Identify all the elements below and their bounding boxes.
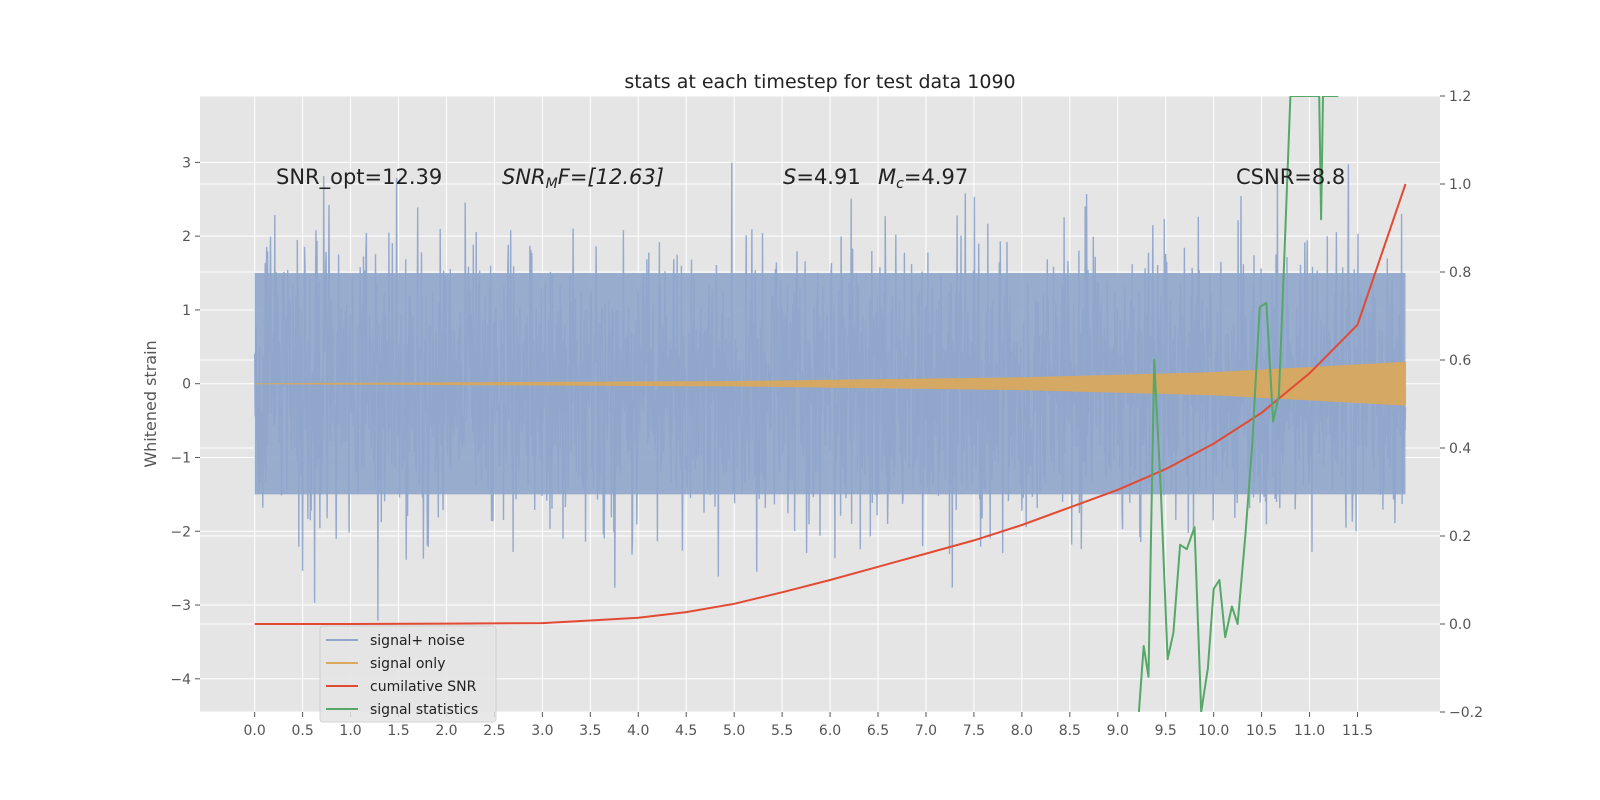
x-tick-label: 9.5 [1155, 723, 1177, 739]
y-tick-label: 3 [182, 155, 191, 171]
series-cumulative-snr [254, 183, 1407, 625]
y-axis-left: −4 −3 −2 −1 0 1 2 3 [170, 155, 200, 688]
annotation-snr-mf: SNRMF=[12.63] [502, 165, 664, 192]
x-tick-label: 1.5 [387, 723, 409, 739]
x-tick-label: 7.0 [915, 723, 937, 739]
y-tick-label: −4 [170, 672, 191, 688]
y-tick-label: −1 [170, 450, 191, 466]
y2-tick-label: 0.4 [1449, 441, 1471, 457]
x-tick-label: 0.0 [244, 723, 266, 739]
annotations: SNR_opt=12.39 SNRMF=[12.63] S=4.91 Mc=4.… [276, 165, 1345, 192]
annotation-snr-mf-name: SNR [502, 165, 546, 189]
y-tick-label: −3 [170, 598, 191, 614]
x-tick-label: 7.5 [963, 723, 985, 739]
y2-tick-label: 1.2 [1449, 89, 1471, 105]
x-tick-label: 11.5 [1342, 723, 1373, 739]
plot-area [254, 96, 1407, 712]
x-tick-label: 4.5 [675, 723, 697, 739]
x-tick-label: 8.0 [1011, 723, 1033, 739]
x-tick-label: 9.0 [1107, 723, 1129, 739]
annotation-csnr: CSNR=8.8 [1236, 165, 1345, 189]
annotation-mc: Mc=4.97 [878, 165, 968, 192]
x-tick-label: 3.5 [579, 723, 601, 739]
annotation-snr-mf-sub: M [546, 176, 558, 192]
y-tick-label: 1 [182, 303, 191, 319]
y-axis-label: Whitened strain [141, 340, 160, 467]
annotation-s: S=4.91 [783, 165, 861, 189]
y-tick-label: −2 [170, 524, 191, 540]
x-tick-label: 2.5 [483, 723, 505, 739]
x-tick-label: 2.0 [435, 723, 457, 739]
series-signal-only [254, 361, 1406, 406]
annotation-snr-opt: SNR_opt=12.39 [276, 165, 442, 190]
x-tick-label: 6.0 [819, 723, 841, 739]
x-tick-label: 11.0 [1294, 723, 1325, 739]
x-tick-label: 4.0 [627, 723, 649, 739]
y2-tick-label: 0.6 [1449, 353, 1471, 369]
legend-label-cumulative-snr: cumilative SNR [370, 679, 477, 695]
x-tick-label: 8.5 [1059, 723, 1081, 739]
x-tick-label: 5.5 [771, 723, 793, 739]
annotation-mc-name: M [878, 165, 896, 189]
annotation-mc-sub: c [896, 176, 904, 192]
y-tick-label: 2 [182, 229, 191, 245]
x-tick-label: 0.5 [291, 723, 313, 739]
legend-box [319, 625, 497, 723]
y2-tick-label: −0.2 [1449, 705, 1483, 721]
x-tick-label: 3.0 [531, 723, 553, 739]
y2-tick-label: 0.0 [1449, 617, 1471, 633]
y2-tick-label: 1.0 [1449, 177, 1471, 193]
annotation-mc-value: =4.97 [904, 165, 968, 189]
x-tick-label: 10.0 [1198, 723, 1229, 739]
annotation-snr-mf-rest: F=[12.63] [558, 165, 664, 189]
legend: signal+ noise signal only cumilative SNR… [319, 625, 497, 723]
annotation-s-value: =4.91 [796, 165, 860, 189]
x-tick-label: 1.0 [339, 723, 361, 739]
x-tick-label: 6.5 [867, 723, 889, 739]
chart-title: stats at each timestep for test data 109… [624, 71, 1015, 93]
y2-tick-label: 0.8 [1449, 265, 1471, 281]
y-tick-label: 0 [182, 377, 191, 393]
plot-series [254, 96, 1407, 712]
legend-label-signal-only: signal only [370, 656, 445, 672]
x-tick-label: 5.0 [723, 723, 745, 739]
x-tick-label: 10.5 [1246, 723, 1277, 739]
annotation-s-name: S [783, 165, 796, 189]
legend-label-signal-statistics: signal statistics [370, 702, 478, 718]
series-signal-statistics [1137, 96, 1339, 712]
x-axis: 0.0 0.5 1.0 1.5 2.0 2.5 3.0 3.5 4.0 4.5 5.0 5.5 6.0 6… [244, 712, 1373, 739]
legend-label-signal-noise: signal+ noise [370, 633, 465, 649]
y-axis-right: −0.2 0.0 0.2 0.4 0.6 0.8 1.0 1.2 [1440, 89, 1483, 721]
y2-tick-label: 0.2 [1449, 529, 1471, 545]
